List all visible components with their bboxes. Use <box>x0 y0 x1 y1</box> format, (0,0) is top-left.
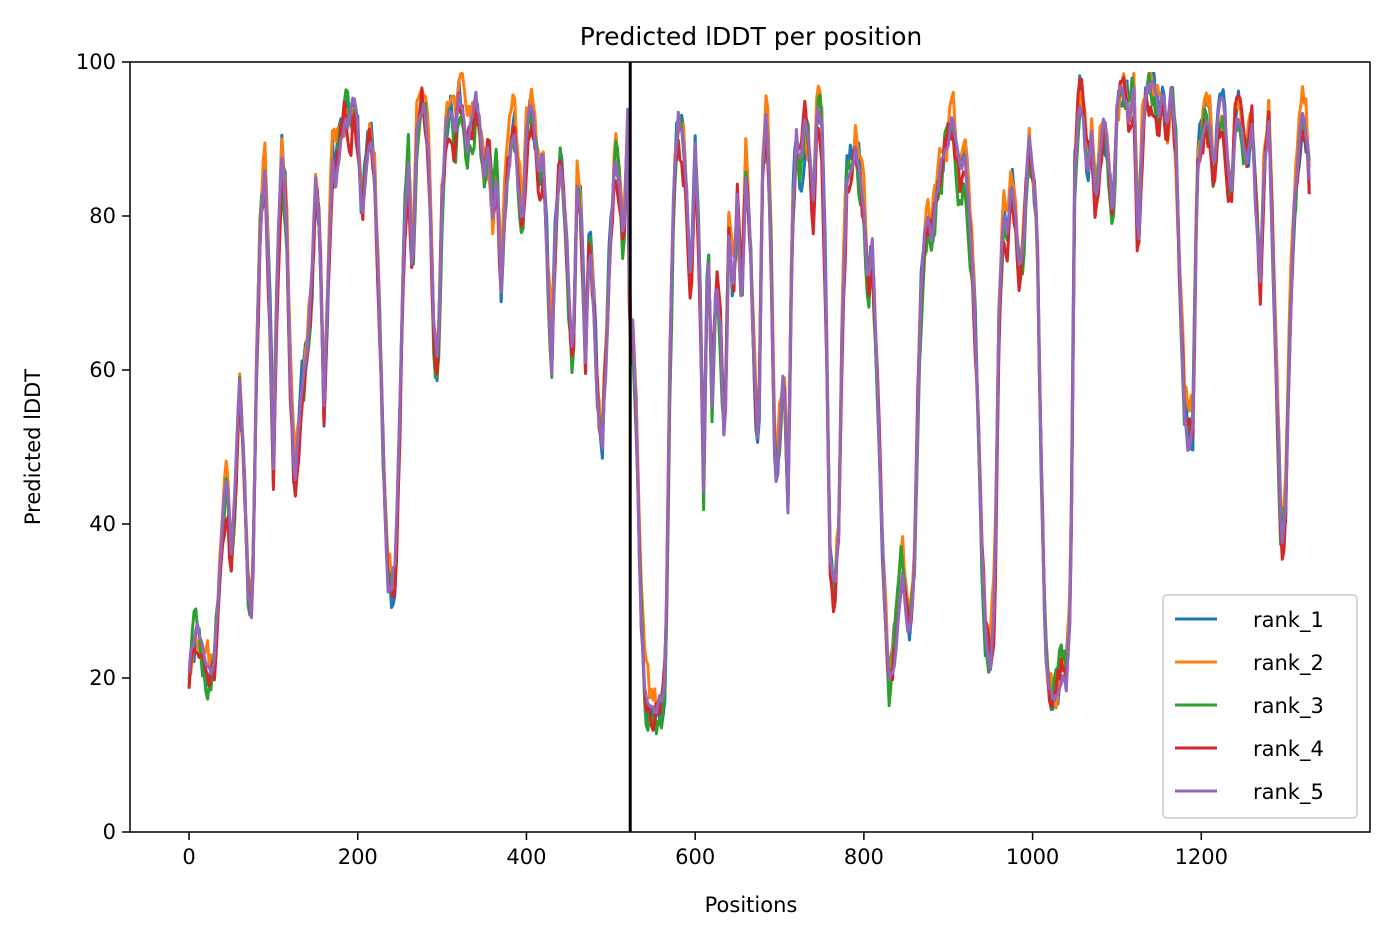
legend-label-rank_1: rank_1 <box>1253 608 1324 633</box>
series-line-rank_5 <box>187 79 1311 715</box>
y-tick-label: 40 <box>89 512 116 536</box>
x-tick-label: 800 <box>844 845 884 869</box>
y-axis-ticks: 0 20 40 60 80 100 <box>76 50 130 844</box>
legend-label-rank_5: rank_5 <box>1253 780 1324 805</box>
x-tick-label: 0 <box>182 845 195 869</box>
x-tick-label: 200 <box>338 845 378 869</box>
legend-box <box>1162 594 1358 819</box>
y-axis-label: Predicted lDDT <box>21 369 45 525</box>
x-tick-label: 400 <box>506 845 546 869</box>
x-tick-label: 1200 <box>1175 845 1228 869</box>
legend: rank_1 rank_2 rank_3 rank_4 rank_5 <box>1162 594 1358 819</box>
y-tick-label: 80 <box>89 204 116 228</box>
plot-frame <box>129 61 1371 833</box>
y-tick-label: 100 <box>76 50 116 74</box>
legend-label-rank_4: rank_4 <box>1253 737 1324 762</box>
x-axis-label: Positions <box>705 893 798 917</box>
y-tick-label: 20 <box>89 666 116 690</box>
x-axis-ticks: 0 200 400 600 800 1000 1200 <box>182 832 1228 869</box>
legend-label-rank_3: rank_3 <box>1253 694 1324 719</box>
y-tick-label: 0 <box>103 820 116 844</box>
x-tick-label: 600 <box>675 845 715 869</box>
series-group <box>187 72 1311 736</box>
chart-title: Predicted lDDT per position <box>580 22 922 51</box>
y-tick-label: 60 <box>89 358 116 382</box>
legend-label-rank_2: rank_2 <box>1253 651 1324 676</box>
x-tick-label: 1000 <box>1006 845 1059 869</box>
